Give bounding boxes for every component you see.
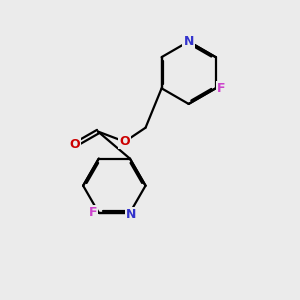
Text: O: O	[70, 138, 80, 151]
Text: F: F	[217, 82, 225, 95]
Text: F: F	[88, 206, 97, 219]
Text: N: N	[126, 208, 136, 221]
Text: O: O	[119, 135, 130, 148]
Text: N: N	[184, 35, 194, 48]
